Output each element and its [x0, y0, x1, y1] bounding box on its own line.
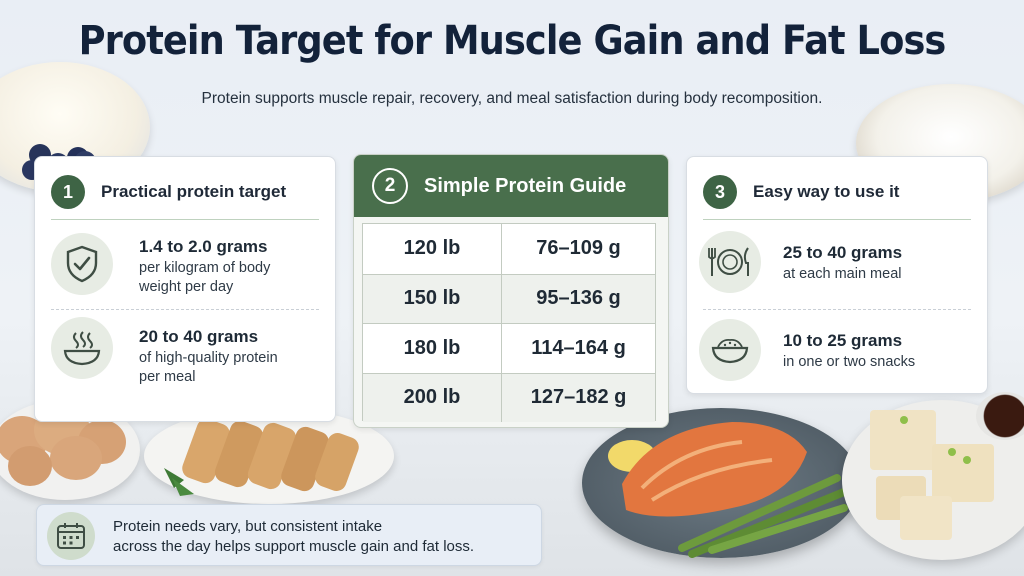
weight-cell: 120 lb [363, 224, 503, 274]
note-text: Protein needs vary, but consistent intak… [113, 517, 538, 557]
main-meal-value: 25 to 40 grams [783, 243, 903, 262]
daily-target-desc-line2: weight per day [139, 279, 234, 295]
protein-cell: 127–182 g [530, 386, 627, 409]
weight-cell: 200 lb [363, 373, 503, 422]
calendar-icon [47, 512, 95, 560]
card-divider [703, 219, 971, 220]
card-number-badge: 1 [51, 175, 85, 209]
daily-target-value: 1.4 to 2.0 grams [139, 237, 268, 256]
page-title: Protein Target for Muscle Gain and Fat L… [78, 18, 947, 64]
snack-value: 10 to 25 grams [783, 331, 903, 350]
card-divider [51, 219, 319, 220]
protein-cell: 76–109 g [536, 237, 621, 260]
card-title: Easy way to use it [753, 182, 900, 201]
snack-desc: in one or two snacks [783, 354, 916, 370]
weight-cell: 150 lb [363, 274, 503, 323]
protein-guide-table: 120 lb 76–109 g 150 lb 95–136 g 180 lb 1… [362, 223, 656, 422]
card-protein-guide: 2 Simple Protein Guide 120 lb 76–109 g 1… [353, 154, 669, 428]
steaming-bowl-icon [51, 317, 113, 379]
card-number-badge: 3 [703, 175, 737, 209]
snack-bowl-icon [699, 319, 761, 381]
note-line-2: across the day helps support muscle gain… [113, 538, 475, 555]
protein-cell: 95–136 g [536, 287, 621, 310]
note-line-1: Protein needs vary, but consistent intak… [113, 518, 383, 535]
table-row: 180 lb 114–164 g [363, 323, 655, 373]
plate-fork-knife-icon [699, 231, 761, 293]
page-subtitle: Protein supports muscle repair, recovery… [201, 90, 823, 107]
per-meal-value: 20 to 40 grams [139, 327, 259, 346]
card-title: Practical protein target [101, 182, 287, 201]
card-title: Simple Protein Guide [424, 174, 627, 197]
card-easy-use: 3 Easy way to use it 25 to 40 grams at e… [686, 156, 988, 394]
table-row: 150 lb 95–136 g [363, 273, 655, 323]
per-meal-desc-line1: of high-quality protein [139, 350, 278, 366]
per-meal-desc-line2: per meal [139, 369, 196, 385]
table-row: 120 lb 76–109 g [363, 224, 655, 274]
item-divider [51, 309, 319, 310]
card-number-badge: 2 [372, 168, 408, 204]
main-meal-desc: at each main meal [783, 266, 902, 282]
item-divider [703, 309, 971, 310]
shield-check-icon [51, 233, 113, 295]
weight-cell: 180 lb [363, 324, 503, 373]
protein-cell: 114–164 g [531, 336, 626, 359]
chicken-plate [144, 408, 394, 504]
card-practical-target: 1 Practical protein target 1.4 to 2.0 gr… [34, 156, 336, 422]
soy-sauce-dish [976, 392, 1024, 440]
bottom-note: Protein needs vary, but consistent intak… [36, 504, 542, 566]
table-row: 200 lb 127–182 g [363, 372, 655, 422]
guide-header: 2 Simple Protein Guide [354, 155, 668, 217]
daily-target-desc-line1: per kilogram of body [139, 260, 271, 276]
salmon-asparagus-plate [582, 408, 860, 558]
